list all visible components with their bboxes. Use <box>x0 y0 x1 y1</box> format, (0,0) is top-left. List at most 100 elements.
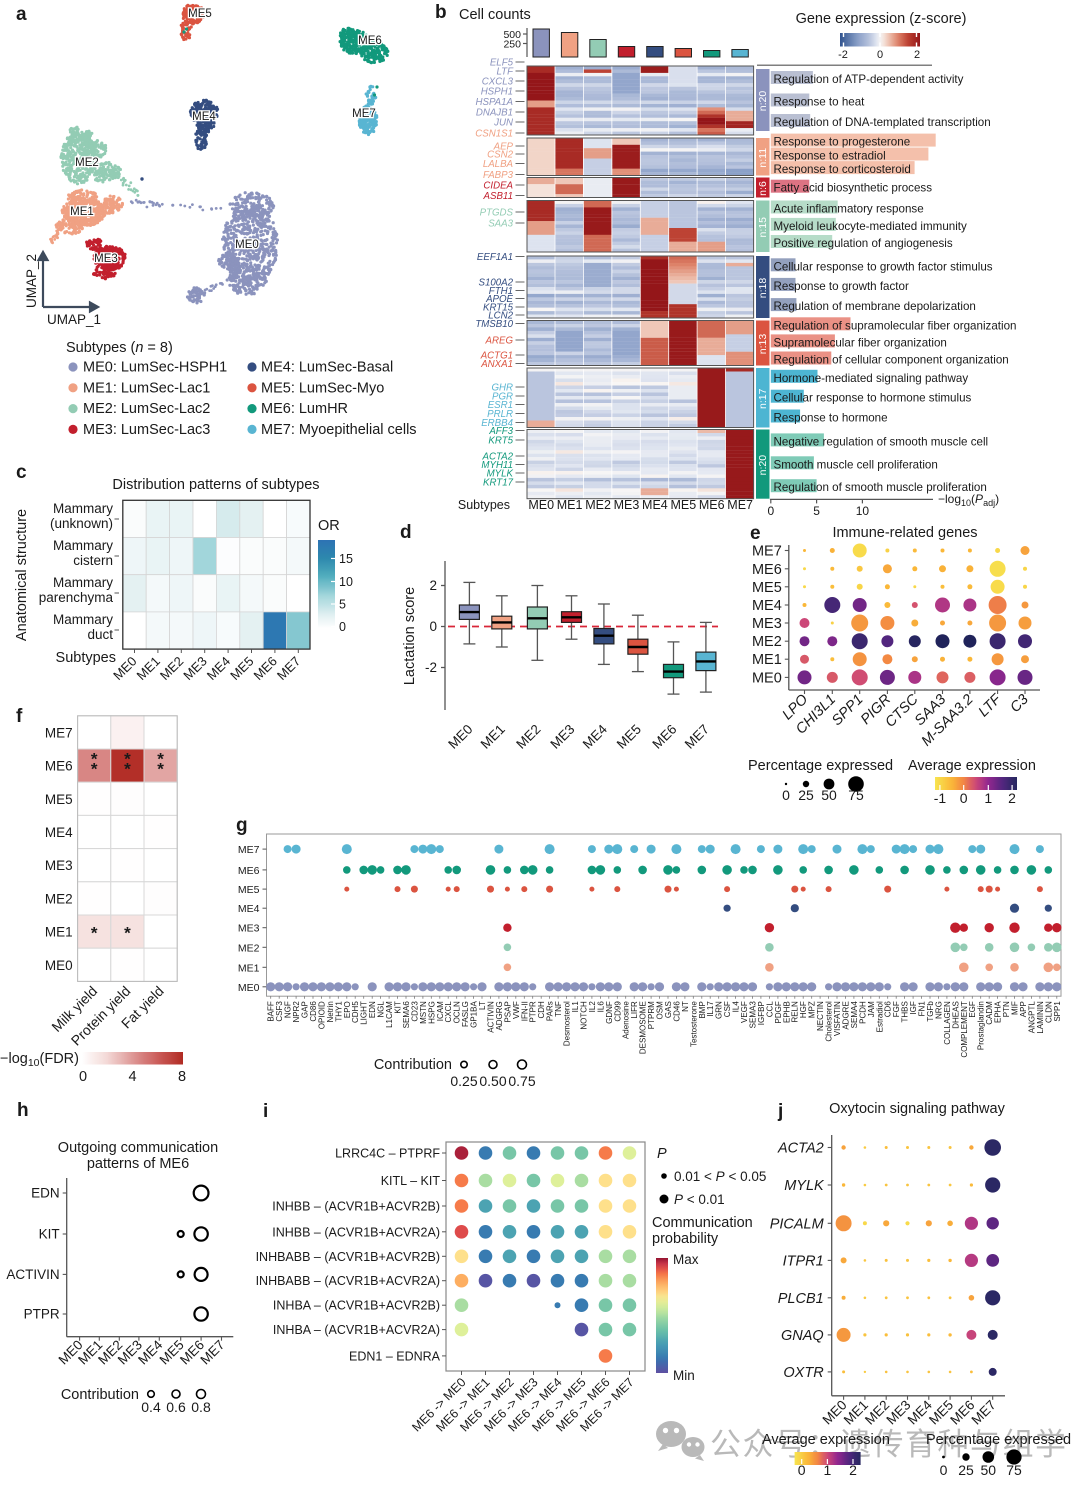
svg-text:15: 15 <box>339 552 353 566</box>
svg-text:HSPA1A: HSPA1A <box>475 97 513 108</box>
svg-text:Myeloid leukocyte-mediated imm: Myeloid leukocyte-mediated immunity <box>774 220 968 233</box>
svg-text:Smooth muscle cell proliferati: Smooth muscle cell proliferation <box>774 458 938 471</box>
svg-text:Acute inflammatory response: Acute inflammatory response <box>774 203 924 216</box>
svg-text:Response to growth factor: Response to growth factor <box>774 280 909 293</box>
svg-text:n:17: n:17 <box>757 388 769 409</box>
svg-text:a: a <box>16 4 27 25</box>
svg-text:Cellular response to hormone s: Cellular response to hormone stimulus <box>774 392 972 405</box>
svg-text:LALBA: LALBA <box>483 159 513 170</box>
svg-text:JUN: JUN <box>493 118 513 129</box>
svg-text:ME3: LumSec-Lac3: ME3: LumSec-Lac3 <box>83 422 210 438</box>
svg-text:ME5: ME5 <box>670 498 696 512</box>
svg-text:ME4: ME4 <box>642 498 668 512</box>
svg-text:ME7: Myoepithelial cells: ME7: Myoepithelial cells <box>261 422 417 438</box>
svg-text:ME6: ME6 <box>699 498 725 512</box>
svg-text:(unknown): (unknown) <box>50 516 113 531</box>
svg-text:Response to heat: Response to heat <box>774 96 866 109</box>
svg-text:10: 10 <box>856 504 870 518</box>
svg-text:Cell counts: Cell counts <box>459 7 531 23</box>
svg-text:Negative regulation of smooth: Negative regulation of smooth muscle cel… <box>774 435 989 448</box>
svg-text:n:18: n:18 <box>757 278 769 299</box>
svg-text:ME0: ME0 <box>528 498 554 512</box>
svg-text:EEF1A1: EEF1A1 <box>477 252 513 263</box>
svg-text:AREG: AREG <box>485 336 514 347</box>
svg-text:FABP3: FABP3 <box>483 170 514 181</box>
svg-text:UMAP_1: UMAP_1 <box>47 312 101 327</box>
svg-text:ME6: LumHR: ME6: LumHR <box>261 401 348 417</box>
svg-text:Response to estradiol: Response to estradiol <box>774 150 886 163</box>
svg-text:ME2: ME2 <box>585 498 611 512</box>
svg-text:CSN1S1: CSN1S1 <box>475 129 513 140</box>
svg-text:Subtypes: Subtypes <box>458 498 510 512</box>
svg-text:ME4: LumSec-Basal: ME4: LumSec-Basal <box>261 360 393 376</box>
svg-text:Regulation of cellular compone: Regulation of cellular component organiz… <box>774 354 1009 367</box>
svg-text:Response to corticosteroid: Response to corticosteroid <box>774 163 911 176</box>
svg-text:10: 10 <box>339 575 353 589</box>
svg-text:cistern: cistern <box>73 553 113 568</box>
svg-text:SAA3: SAA3 <box>488 219 513 230</box>
svg-text:ME0: ME0 <box>235 239 259 251</box>
svg-text:5: 5 <box>339 598 346 612</box>
svg-text:Response to hormone: Response to hormone <box>774 412 888 425</box>
svg-text:b: b <box>435 2 447 23</box>
svg-text:ME1: ME1 <box>557 498 583 512</box>
svg-text:Positive regulation of angioge: Positive regulation of angiogenesis <box>774 237 953 250</box>
svg-text:Mammary: Mammary <box>53 538 113 553</box>
svg-text:Regulation of DNA-templated tr: Regulation of DNA-templated transcriptio… <box>774 116 991 129</box>
svg-text:ME6: ME6 <box>358 35 382 47</box>
svg-text:Mammary: Mammary <box>53 575 113 590</box>
svg-text:0: 0 <box>877 49 883 61</box>
svg-text:OR: OR <box>318 518 340 534</box>
svg-text:Mammary: Mammary <box>53 612 113 627</box>
svg-text:ME7: ME7 <box>727 498 753 512</box>
svg-text:ME5: LumSec-Myo: ME5: LumSec-Myo <box>261 380 384 396</box>
svg-text:Gene expression (z-score): Gene expression (z-score) <box>796 11 967 27</box>
svg-text:duct: duct <box>87 627 113 642</box>
svg-text:Anatomical structure: Anatomical structure <box>14 509 30 641</box>
svg-text:CIDEA: CIDEA <box>483 181 513 192</box>
svg-text:5: 5 <box>813 504 820 518</box>
svg-text:ME3: ME3 <box>614 498 640 512</box>
svg-text:Fatty acid biosynthetic proces: Fatty acid biosynthetic process <box>774 182 933 195</box>
svg-text:ME5: ME5 <box>188 8 212 20</box>
svg-text:n:20: n:20 <box>757 455 769 476</box>
svg-text:Lactation score: Lactation score <box>402 587 418 685</box>
svg-text:HSPH1: HSPH1 <box>481 87 513 98</box>
svg-text:Supramolecular fiber organizat: Supramolecular fiber organization <box>774 336 947 349</box>
svg-text:250: 250 <box>503 39 521 51</box>
svg-text:2: 2 <box>429 578 437 593</box>
svg-text:Regulation of membrane depolar: Regulation of membrane depolarization <box>774 300 976 313</box>
svg-text:KRT5: KRT5 <box>488 436 513 447</box>
svg-text:Hormone-mediated signaling pat: Hormone-mediated signaling pathway <box>774 372 969 385</box>
svg-text:c: c <box>16 462 27 483</box>
svg-text:0: 0 <box>339 620 346 634</box>
svg-text:Subtypes (n = 8): Subtypes (n = 8) <box>66 340 173 356</box>
svg-text:Regulation of supramolecular f: Regulation of supramolecular fiber organ… <box>774 319 1017 332</box>
svg-text:ME1: LumSec-Lac1: ME1: LumSec-Lac1 <box>83 380 210 396</box>
svg-text:n:6: n:6 <box>757 181 769 196</box>
svg-text:ME3: ME3 <box>94 253 118 265</box>
svg-text:Mammary: Mammary <box>53 501 113 516</box>
svg-text:0: 0 <box>429 619 437 634</box>
svg-text:ME0: LumSec-HSPH1: ME0: LumSec-HSPH1 <box>83 360 227 376</box>
svg-text:-2: -2 <box>425 660 437 675</box>
svg-text:ME7: ME7 <box>352 108 376 120</box>
svg-text:parenchyma: parenchyma <box>39 590 114 605</box>
svg-text:n:20: n:20 <box>757 91 769 112</box>
svg-text:KRT17: KRT17 <box>483 478 514 489</box>
svg-text:d: d <box>400 522 412 543</box>
svg-text:n:11: n:11 <box>757 148 769 168</box>
svg-text:Regulation of ATP-dependent ac: Regulation of ATP-dependent activity <box>774 73 964 86</box>
svg-text:ME4: ME4 <box>192 111 216 123</box>
svg-text:ME1: ME1 <box>70 206 94 218</box>
svg-text:0: 0 <box>767 504 774 518</box>
svg-text:ASB11: ASB11 <box>483 191 513 202</box>
svg-text:TMSB10: TMSB10 <box>475 319 513 330</box>
svg-text:n:13: n:13 <box>757 334 769 355</box>
svg-text:-2: -2 <box>838 49 848 61</box>
svg-text:n:15: n:15 <box>757 217 769 238</box>
svg-text:PTGDS: PTGDS <box>480 208 514 219</box>
svg-text:UMAP_2: UMAP_2 <box>24 254 39 308</box>
svg-text:Response to progesterone: Response to progesterone <box>774 136 911 149</box>
svg-text:Cellular response to growth fa: Cellular response to growth factor stimu… <box>774 260 993 273</box>
